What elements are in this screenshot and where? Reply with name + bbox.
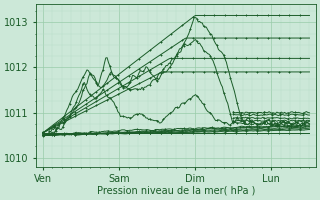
X-axis label: Pression niveau de la mer( hPa ): Pression niveau de la mer( hPa ) [97, 186, 255, 196]
